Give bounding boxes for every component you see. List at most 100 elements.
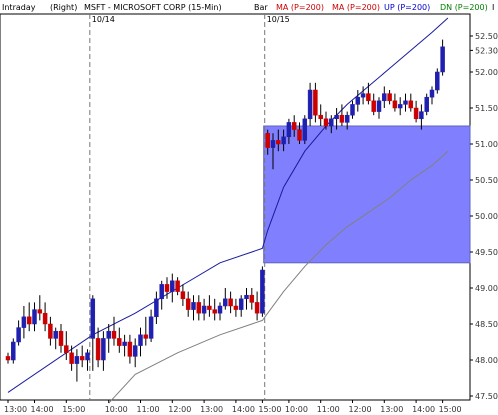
candle-body [42, 312, 48, 325]
x-tick-label: 15:00 [258, 405, 281, 414]
candle [185, 291, 191, 317]
x-tick-label: 11:00 [317, 405, 340, 414]
y-tick-label: 49.00 [475, 284, 498, 293]
y-tick-label: 48.50 [475, 320, 498, 329]
candle-body [223, 298, 228, 307]
candle [159, 280, 164, 310]
candle-body [350, 104, 355, 116]
x-tick-label: 11:00 [137, 405, 160, 414]
candle [79, 345, 85, 368]
candle-body [408, 100, 414, 109]
candle-body [74, 356, 80, 364]
candle-body [297, 129, 302, 141]
candle [11, 338, 16, 364]
candle [143, 316, 149, 346]
x-tick-label: 10:00 [285, 405, 308, 414]
candle [366, 82, 371, 105]
candle [392, 93, 398, 112]
y-tick-label: 49.50 [475, 248, 498, 257]
candle-body [265, 132, 270, 148]
candle [371, 93, 376, 116]
candle-body [101, 338, 106, 361]
candle-body [212, 309, 217, 314]
candle [127, 334, 133, 364]
candle [53, 327, 58, 350]
candle-body [355, 96, 361, 105]
candle [318, 104, 323, 126]
shaded-range-box [263, 125, 471, 264]
candle-body [366, 93, 371, 102]
candle-body [376, 100, 382, 112]
candle-body [413, 107, 419, 120]
candle-body [85, 352, 90, 361]
candle-body [228, 298, 233, 307]
candle-body [397, 104, 403, 109]
x-tick-label: 14:00 [412, 405, 435, 414]
candle-body [143, 334, 149, 339]
candle [397, 97, 403, 116]
legend-ma-2: MA (P=200) [332, 3, 380, 12]
candle [260, 266, 265, 317]
candle [276, 129, 281, 152]
candle-body [117, 338, 122, 346]
y-tick-label: 48.00 [475, 356, 498, 365]
session-date-label: 10/15 [267, 15, 290, 24]
candle-body [175, 280, 180, 292]
candle-body [53, 330, 58, 339]
candle-body [26, 316, 32, 325]
candle [440, 39, 445, 76]
candle-body [254, 302, 260, 314]
candle [408, 93, 414, 112]
candle [217, 302, 223, 321]
candle [307, 82, 313, 126]
candle [265, 129, 270, 155]
candle [339, 104, 345, 126]
candle-body [58, 330, 64, 346]
candle [58, 324, 64, 353]
candle [223, 288, 228, 310]
candle-body [132, 345, 138, 357]
candle-body [148, 316, 154, 339]
legend-up: UP (P=200) [384, 3, 430, 12]
candle [175, 277, 180, 296]
candle [16, 320, 21, 346]
candle-body [138, 334, 143, 346]
candle-body [286, 122, 292, 138]
candle [26, 302, 32, 332]
candle [419, 104, 424, 130]
candle-body [185, 298, 191, 310]
y-tick-label: 52.00 [475, 68, 498, 77]
candle [117, 327, 122, 353]
candle-body [90, 298, 96, 339]
candle [85, 349, 90, 371]
candle-body [217, 305, 223, 314]
candle-body [95, 338, 101, 361]
candle [196, 295, 202, 321]
candle [291, 115, 297, 137]
candle-body [387, 93, 392, 102]
candle [387, 90, 392, 105]
candle [376, 97, 382, 119]
candle [270, 133, 276, 170]
candle [238, 295, 244, 317]
candle [233, 298, 239, 317]
legend-extra: I [492, 3, 494, 12]
candle-body [127, 341, 133, 357]
candle-body [344, 114, 350, 123]
candle [69, 345, 74, 371]
candle-body [233, 305, 239, 310]
candle [403, 93, 408, 112]
candle-body [249, 294, 255, 303]
candle-body [111, 330, 117, 339]
candle [132, 338, 138, 368]
candle [344, 111, 350, 130]
candle-body [244, 294, 249, 300]
candle-body [291, 122, 297, 130]
candle-body [164, 284, 170, 292]
candle-body [238, 298, 244, 310]
candle-body [419, 111, 424, 120]
chart-title: MSFT - MICROSOFT CORP (15-Min) [84, 3, 222, 12]
y-tick-label: 50.50 [475, 176, 498, 185]
axis-side-label: (Right) [50, 3, 77, 12]
candle-body [318, 114, 323, 120]
